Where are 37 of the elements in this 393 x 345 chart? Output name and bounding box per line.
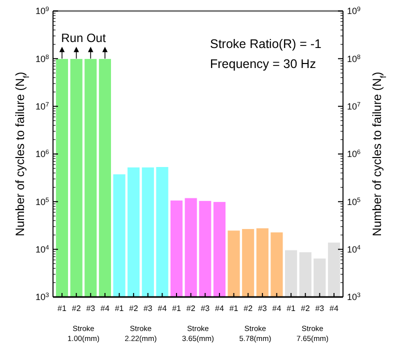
x-tick-label: #1 — [286, 304, 296, 313]
y-tick-label: 10$^{4}$ — [35, 244, 50, 254]
x-tick-label: #2 — [300, 304, 310, 313]
x-tick-label: #3 — [315, 304, 325, 313]
annotation: Stroke Ratio(R) = -1 — [210, 37, 322, 51]
x-tick-label: #4 — [100, 304, 110, 313]
x-tick-label: #1 — [229, 304, 239, 313]
y-tick-label: 10$^{8}$ — [35, 53, 50, 64]
text: 10$^{8}$ — [347, 53, 361, 64]
text: 10$^{7}$ — [347, 100, 361, 112]
x-tick-label: #1 — [58, 304, 68, 313]
text: 10$^{4}$ — [347, 244, 361, 254]
y-tick-label: 10$^{9}$ — [35, 6, 50, 16]
x-tick-label: #4 — [330, 304, 339, 313]
x-tick-label: #3 — [143, 304, 153, 313]
x-tick-label: #4 — [272, 304, 282, 313]
y-tick-label: 10$^{3}$ — [35, 292, 50, 302]
y-tick-label: 10$^{7}$ — [35, 100, 50, 112]
y-tick-label: 10$^{6}$ — [35, 148, 50, 160]
x-tick-label: #3 — [258, 304, 268, 313]
text: 10$^{5}$ — [347, 196, 361, 207]
annotation: Run Out — [61, 31, 106, 45]
x-tick-label: #2 — [244, 304, 254, 313]
y-tick-label: 10$^{5}$ — [35, 196, 50, 207]
x-tick-label: #2 — [186, 304, 196, 313]
x-tick-label: #1 — [172, 304, 182, 313]
x-tick-label: #1 — [114, 304, 124, 313]
annotation: Frequency = 30 Hz — [210, 57, 316, 71]
x-tick-label: #4 — [215, 304, 224, 313]
x-tick-label: #2 — [129, 304, 139, 313]
x-tick-label: #3 — [200, 304, 210, 313]
x-tick-label: #3 — [86, 304, 96, 313]
x-tick-label: #4 — [158, 304, 168, 313]
text: 10$^{6}$ — [347, 148, 361, 160]
text: 10$^{9}$ — [347, 6, 361, 16]
text: 10$^{3}$ — [347, 292, 361, 302]
x-tick-label: #2 — [72, 304, 82, 313]
